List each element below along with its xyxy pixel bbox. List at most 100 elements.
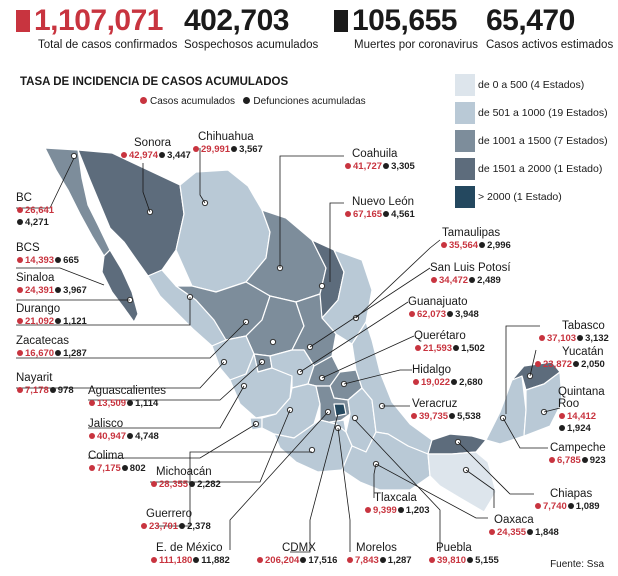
label-cdmx: CDMX 206,204 17,516 xyxy=(256,542,337,566)
point-legend: Casos acumulados Defunciones acumuladas xyxy=(140,96,366,107)
label-tlaxcala: Tlaxcala 9,399 1,203 xyxy=(364,492,430,516)
state-values: 14,393 665 xyxy=(16,255,79,266)
state-values: 24,355 1,848 xyxy=(488,527,559,538)
stat-deaths-value: 105,655 xyxy=(334,4,478,38)
black-dot-icon xyxy=(231,146,238,152)
state-name: Sinaloa xyxy=(16,272,55,284)
red-dot-icon xyxy=(489,529,495,535)
black-dot-icon xyxy=(55,257,62,263)
state-values: 4,271 xyxy=(16,217,54,228)
cases-legend-label: Casos acumulados xyxy=(150,96,236,107)
label-queretaro: Querétaro 21,593 1,502 xyxy=(414,330,485,354)
state-cdmx xyxy=(333,403,347,417)
state-name: Morelos xyxy=(356,542,397,554)
legend-item-0: de 0 a 500 (4 Estados) xyxy=(455,74,615,96)
label-zacatecas: Zacatecas 16,670 1,287 xyxy=(16,335,87,359)
black-dot-icon xyxy=(447,311,454,317)
label-coahuila: Coahuila 41,727 3,305 xyxy=(344,148,415,172)
state-values: 14,412 xyxy=(558,411,608,422)
black-dot-icon xyxy=(567,503,574,509)
label-tamaulipas: Tamaulipas 35,564 2,996 xyxy=(440,227,511,251)
red-dot-icon xyxy=(257,557,263,563)
legend-item-1: de 501 a 1000 (19 Estados) xyxy=(455,102,615,124)
red-dot-icon xyxy=(141,523,147,529)
state-name: BC xyxy=(16,192,32,204)
black-dot-icon xyxy=(193,557,200,563)
state-values: 42,974 3,447 xyxy=(120,150,191,161)
state-values: 39,810 5,155 xyxy=(428,555,499,566)
stat-active-value: 65,470 xyxy=(486,4,575,37)
black-dot-icon xyxy=(453,345,460,351)
state-values: 7,175 802 xyxy=(88,463,146,474)
label-slp: San Luis Potosí 34,472 2,489 xyxy=(430,262,511,286)
label-michoacan: Michoacán 28,355 2,282 xyxy=(150,466,221,490)
state-values: 34,472 2,489 xyxy=(430,275,511,286)
label-morelos: Morelos 7,843 1,287 xyxy=(346,542,412,566)
state-values: 28,355 2,282 xyxy=(150,479,221,490)
state-name: Tabasco xyxy=(562,320,605,332)
state-values: 21,593 1,502 xyxy=(414,343,485,354)
red-dot-icon xyxy=(17,207,23,213)
stat-deaths-label: Muertes por coronavirus xyxy=(354,39,478,51)
label-guerrero: Guerrero 23,701 2,378 xyxy=(140,508,211,532)
state-name: Colima xyxy=(88,450,124,462)
black-dot-icon xyxy=(189,481,196,487)
label-chiapas: Chiapas 7,740 1,089 xyxy=(534,488,600,512)
red-dot-icon xyxy=(429,557,435,563)
capital-dot xyxy=(308,446,316,454)
label-nayarit: Nayarit 7,178 978 xyxy=(16,372,74,396)
black-dot-icon xyxy=(55,287,62,293)
state-name: Michoacán xyxy=(156,466,212,478)
state-name: Nayarit xyxy=(16,372,53,384)
state-name: CDMX xyxy=(282,542,316,554)
state-name: Guanajuato xyxy=(408,296,468,308)
legend-swatch xyxy=(455,102,475,124)
state-name: Chihuahua xyxy=(198,131,254,143)
black-dot-icon xyxy=(300,557,307,563)
state-values: 62,073 3,948 xyxy=(408,309,479,320)
label-durango: Durango 21,092 1,121 xyxy=(16,303,87,327)
red-dot-icon xyxy=(151,481,157,487)
state-values: 39,735 5,538 xyxy=(410,411,481,422)
state-name: Oaxaca xyxy=(494,514,534,526)
black-dot-icon xyxy=(127,433,134,439)
state-name: Nuevo León xyxy=(352,196,415,208)
state-name: Puebla xyxy=(436,542,472,554)
red-dot-icon xyxy=(17,287,23,293)
stat-suspected: 402,703 Sospechosos acumulados xyxy=(184,4,318,51)
black-dot-icon xyxy=(379,557,386,563)
black-dot-icon xyxy=(467,557,474,563)
legend-item-3: de 1501 a 2000 (1 Estado) xyxy=(455,158,615,180)
stat-total-cases-label: Total de casos confirmados xyxy=(38,39,178,51)
black-dot-icon xyxy=(479,242,486,248)
label-oaxaca: Oaxaca 24,355 1,848 xyxy=(488,514,559,538)
black-dot-icon xyxy=(17,219,23,225)
state-values: 41,727 3,305 xyxy=(344,161,415,172)
legend-label: de 1501 a 2000 (1 Estado) xyxy=(478,163,603,175)
state-values: 37,103 3,132 xyxy=(538,333,609,344)
state-name: Chiapas xyxy=(550,488,593,500)
label-jalisco: Jalisco 40,947 4,748 xyxy=(88,418,159,442)
label-puebla: Puebla 39,810 5,155 xyxy=(428,542,499,566)
state-quintana-roo xyxy=(523,371,563,437)
red-dot-icon xyxy=(365,507,371,513)
state-values: 6,785 923 xyxy=(548,455,606,466)
label-yucatan: Yucatán 23,872 2,050 xyxy=(534,346,605,370)
black-dot-icon xyxy=(577,335,584,341)
state-values: 111,180 11,882 xyxy=(150,555,230,566)
state-bcs xyxy=(101,249,139,323)
capital-dot xyxy=(70,152,78,160)
state-values: 23,872 2,050 xyxy=(534,359,605,370)
red-dot-icon xyxy=(441,242,447,248)
red-dot-icon xyxy=(535,503,541,509)
stat-active-label: Casos activos estimados xyxy=(486,39,614,51)
state-values: 35,564 2,996 xyxy=(440,240,511,251)
stat-suspected-label: Sospechosos acumulados xyxy=(184,39,319,51)
red-dot-icon xyxy=(17,257,23,263)
label-sinaloa: Sinaloa 24,391 3,967 xyxy=(16,272,87,296)
legend-item-2: de 1001 a 1500 (7 Estados) xyxy=(455,130,615,152)
legend-label: > 2000 (1 Estado) xyxy=(478,191,562,203)
label-chihuahua: Chihuahua 29,991 3,567 xyxy=(192,131,263,155)
legend-swatch xyxy=(455,130,475,152)
stat-total-cases: 1,107,071 Total de casos confirmados xyxy=(16,4,177,51)
